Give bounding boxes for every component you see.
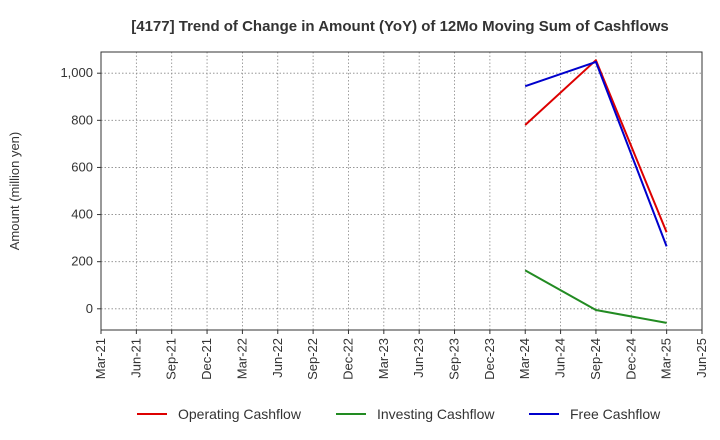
series-line-free-cashflow bbox=[524, 60, 668, 247]
y-axis-label: Amount (million yen) bbox=[7, 132, 22, 251]
legend: Operating Cashflow Investing Cashflow Free… bbox=[137, 406, 661, 422]
x-tick-label: Mar-25 bbox=[659, 338, 674, 379]
x-tick-label: Jun-22 bbox=[270, 338, 285, 378]
y-tick-label: 1,000 bbox=[60, 65, 93, 80]
x-tick-label: Dec-22 bbox=[340, 338, 355, 380]
series-lines bbox=[524, 59, 668, 324]
x-tick-label: Mar-22 bbox=[234, 338, 249, 379]
x-tick-label: Jun-23 bbox=[411, 338, 426, 378]
x-tick-label: Jun-24 bbox=[553, 338, 568, 378]
x-tick-label: Mar-24 bbox=[517, 338, 532, 379]
x-tick-label: Jun-21 bbox=[128, 338, 143, 378]
x-tick-label: Mar-21 bbox=[93, 338, 108, 379]
x-tick-label: Sep-23 bbox=[447, 338, 462, 380]
x-tick-label: Sep-22 bbox=[305, 338, 320, 380]
series-line-investing-cashflow bbox=[524, 269, 667, 324]
legend-label: Investing Cashflow bbox=[377, 406, 495, 422]
y-tick-label: 0 bbox=[86, 301, 93, 316]
x-tick-label: Mar-23 bbox=[376, 338, 391, 379]
x-axis-ticks: Mar-21 Jun-21 Sep-21 Dec-21 Mar-22 Jun-22 Sep-… bbox=[93, 330, 709, 380]
x-tick-label: Jun-25 bbox=[694, 338, 709, 378]
x-tick-label: Dec-24 bbox=[623, 338, 638, 380]
x-tick-label: Dec-23 bbox=[482, 338, 497, 380]
x-tick-label: Dec-21 bbox=[199, 338, 214, 380]
x-tick-label: Sep-21 bbox=[164, 338, 179, 380]
legend-label: Free Cashflow bbox=[570, 406, 661, 422]
y-tick-label: 400 bbox=[71, 207, 93, 222]
plot-area bbox=[100, 51, 703, 331]
chart-title: [4177] Trend of Change in Amount (YoY) o… bbox=[131, 18, 669, 35]
series-line-operating-cashflow bbox=[524, 59, 668, 233]
legend-label: Operating Cashflow bbox=[178, 406, 302, 422]
grid bbox=[100, 52, 703, 330]
y-tick-label: 200 bbox=[71, 254, 93, 269]
x-tick-label: Sep-24 bbox=[588, 338, 603, 380]
y-tick-label: 600 bbox=[71, 159, 93, 174]
y-axis-ticks: 0 200 400 600 800 1,000 bbox=[60, 65, 101, 316]
y-tick-label: 800 bbox=[71, 112, 93, 127]
